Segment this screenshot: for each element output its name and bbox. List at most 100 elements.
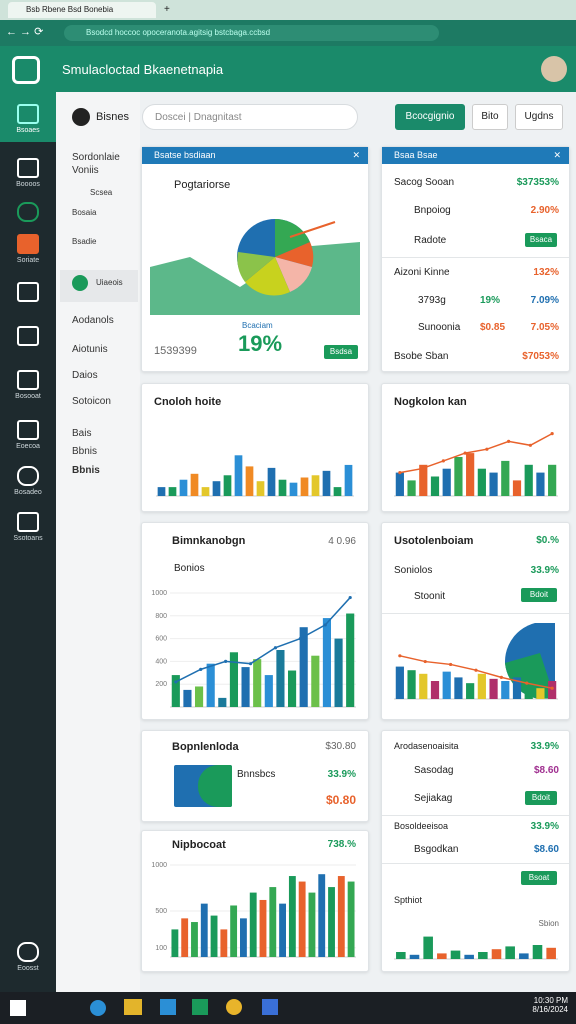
sidebar-icon[interactable] <box>0 326 56 349</box>
row-label: Bnpoiog <box>414 205 451 216</box>
bar <box>289 482 298 496</box>
bar <box>423 936 433 959</box>
point <box>525 681 529 685</box>
start[interactable] <box>10 1000 26 1016</box>
nav-item[interactable]: Bbnis <box>72 465 100 476</box>
address-bar: ← → ⟳ Bsodcd hoccoc opoceranota.agitsig … <box>0 20 576 46</box>
nav-item[interactable]: Bosaia <box>72 208 97 217</box>
sidebar-item[interactable]: Bosadeo <box>0 466 56 496</box>
card-title: Nogkolon kan <box>394 396 467 408</box>
logo <box>12 56 40 84</box>
y-tick-label: 500 <box>155 908 167 915</box>
card-title: Nipbocoat <box>172 839 226 851</box>
card-title: Bopnlenloda <box>172 741 239 753</box>
bar <box>245 466 254 496</box>
caption: Bcaciam <box>242 321 273 330</box>
y-tick-label: 600 <box>155 636 167 643</box>
nav-item[interactable]: Daios <box>72 370 98 381</box>
bar <box>346 613 355 707</box>
bar <box>519 953 529 959</box>
card: Bsatse bsdiaan ✕ Pogtariorse Bcaciam 19% … <box>141 146 369 372</box>
value: 33.9% <box>530 741 559 752</box>
avatar[interactable] <box>541 56 567 82</box>
nav-item[interactable]: Bsadie <box>72 237 97 246</box>
point <box>420 467 424 471</box>
brand-icon <box>72 108 90 126</box>
bar <box>322 618 332 707</box>
bar <box>395 472 404 496</box>
bar <box>239 918 247 957</box>
point <box>298 637 302 641</box>
point <box>323 623 327 627</box>
sidebar-item[interactable]: Eoecoa <box>0 420 56 450</box>
nav-item[interactable]: Bais <box>72 428 92 439</box>
y-tick-label: 1000 <box>151 590 167 597</box>
button[interactable]: Bsaca <box>525 233 557 247</box>
sidebar-item[interactable]: Boooos <box>0 158 56 188</box>
taskbar: 10:30 PM 8/16/2024 <box>0 992 576 1024</box>
point <box>348 595 352 600</box>
point <box>441 459 445 463</box>
nav-item[interactable]: Uiaeois <box>96 278 123 287</box>
button[interactable]: Bdoit <box>525 791 557 805</box>
button[interactable]: Bdoit <box>521 588 557 602</box>
value: 33.9% <box>327 769 356 780</box>
bar <box>419 673 428 699</box>
bar <box>477 468 486 496</box>
bar <box>347 881 355 957</box>
search[interactable]: Doscei | Dnagnitast <box>142 104 358 130</box>
row-value: 33.9% <box>530 821 559 832</box>
card: Usotolenboiam $0.% Soniolos 33.9% Stoonit… <box>381 522 570 720</box>
sidebar-icon[interactable] <box>0 282 56 305</box>
point <box>398 471 402 475</box>
sidebar-item[interactable]: Soriate <box>0 234 56 264</box>
card-title: Bimnkanobgn <box>172 535 246 547</box>
bar <box>269 887 277 957</box>
row-label: Bosoldeeisoa <box>394 821 449 831</box>
button[interactable]: Bcocgignio <box>395 104 465 130</box>
label: Bnnsbcs <box>237 769 276 780</box>
url[interactable]: Bsodcd hoccoc opoceranota.agitsig bstcba… <box>64 25 439 41</box>
nav-item[interactable]: Aiotunis <box>72 344 108 355</box>
label: Spthiot <box>394 895 423 905</box>
sidebar-item[interactable]: Eoosst <box>0 942 56 972</box>
button[interactable]: Bsoat <box>521 871 557 885</box>
nav-item[interactable]: Aodanols <box>72 315 114 326</box>
bar <box>259 899 267 957</box>
row-label: Sacog Sooan <box>394 177 455 188</box>
point <box>463 451 467 455</box>
bar <box>344 464 353 496</box>
bar-chart <box>394 654 558 700</box>
bar <box>171 675 180 707</box>
row-value: 2.90% <box>530 205 559 216</box>
bar <box>287 670 297 707</box>
point <box>499 675 503 679</box>
card-header: Bsaa Bsae ✕ <box>382 147 569 164</box>
meta: 4 0.96 <box>328 536 356 547</box>
row-label: Stoonit <box>414 591 446 602</box>
nav-item[interactable]: Sotoicon <box>72 396 111 407</box>
sidebar-icon[interactable] <box>0 202 56 225</box>
bar <box>536 688 545 699</box>
sidebar-item[interactable]: Bosooat <box>0 370 56 400</box>
point <box>423 659 427 664</box>
point <box>174 680 178 684</box>
tab[interactable]: Bsb Rbene Bsd Bonebia <box>8 2 156 18</box>
button[interactable]: Bsdsa <box>324 345 358 359</box>
bar <box>454 457 463 496</box>
value: $30.80 <box>325 741 356 752</box>
bar <box>466 683 475 699</box>
bar <box>450 950 461 959</box>
row-value: 7.05% <box>530 322 559 333</box>
nav-item[interactable]: Scsea <box>90 188 113 197</box>
bar <box>395 666 404 699</box>
card: Cnoloh hoite <box>141 383 369 512</box>
sidebar-item[interactable]: Bsoaes <box>0 104 56 134</box>
button[interactable]: Ugdns <box>515 104 563 130</box>
bar <box>536 472 545 496</box>
bar <box>430 681 440 699</box>
nav-item[interactable]: Bbnis <box>72 446 98 457</box>
sidebar-item[interactable]: Ssotoans <box>0 512 56 542</box>
bar <box>298 881 306 957</box>
button[interactable]: Bito <box>472 104 508 130</box>
